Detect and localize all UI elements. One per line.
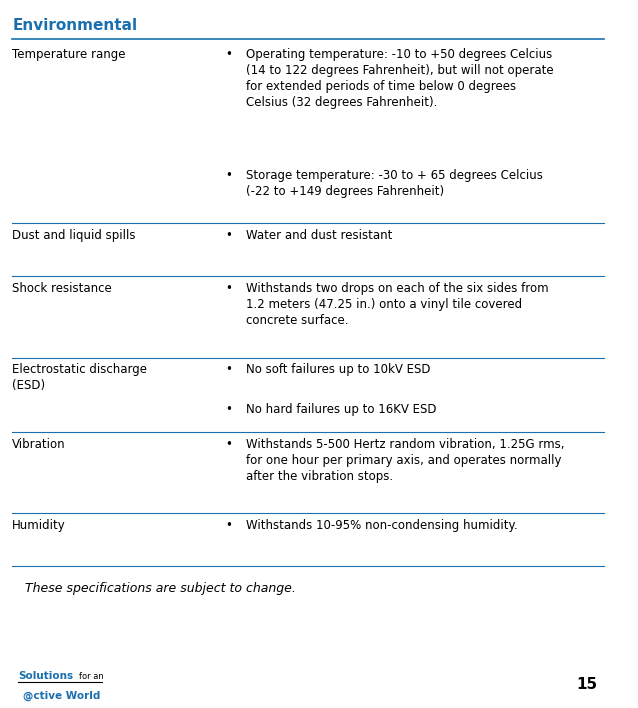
Text: Storage temperature: -30 to + 65 degrees Celcius
(-22 to +149 degrees Fahrenheit: Storage temperature: -30 to + 65 degrees… bbox=[246, 169, 544, 198]
Text: No soft failures up to 10kV ESD: No soft failures up to 10kV ESD bbox=[246, 363, 431, 376]
Text: Solutions: Solutions bbox=[19, 671, 73, 681]
Text: Water and dust resistant: Water and dust resistant bbox=[246, 229, 393, 241]
Text: •: • bbox=[225, 169, 232, 181]
Text: 15: 15 bbox=[577, 678, 598, 692]
Text: Withstands 10-95% non-condensing humidity.: Withstands 10-95% non-condensing humidit… bbox=[246, 519, 518, 532]
Text: •: • bbox=[225, 282, 232, 295]
Text: Temperature range: Temperature range bbox=[12, 48, 126, 61]
Text: •: • bbox=[225, 519, 232, 532]
Text: Withstands two drops on each of the six sides from
1.2 meters (47.25 in.) onto a: Withstands two drops on each of the six … bbox=[246, 282, 549, 327]
Text: •: • bbox=[225, 403, 232, 416]
Text: Dust and liquid spills: Dust and liquid spills bbox=[12, 229, 136, 241]
Text: Vibration: Vibration bbox=[12, 438, 66, 450]
Text: •: • bbox=[225, 363, 232, 376]
Text: for an: for an bbox=[79, 672, 103, 681]
Text: Environmental: Environmental bbox=[12, 18, 137, 33]
Text: @ctive World: @ctive World bbox=[24, 691, 101, 701]
Text: Humidity: Humidity bbox=[12, 519, 66, 532]
Text: •: • bbox=[225, 229, 232, 241]
Text: These specifications are subject to change.: These specifications are subject to chan… bbox=[25, 582, 295, 595]
Text: Shock resistance: Shock resistance bbox=[12, 282, 112, 295]
Text: Electrostatic discharge
(ESD): Electrostatic discharge (ESD) bbox=[12, 363, 147, 392]
Text: Withstands 5-500 Hertz random vibration, 1.25G rms,
for one hour per primary axi: Withstands 5-500 Hertz random vibration,… bbox=[246, 438, 565, 483]
Text: •: • bbox=[225, 48, 232, 61]
Text: •: • bbox=[225, 438, 232, 450]
Text: No hard failures up to 16KV ESD: No hard failures up to 16KV ESD bbox=[246, 403, 437, 416]
Text: Operating temperature: -10 to +50 degrees Celcius
(14 to 122 degrees Fahrenheit): Operating temperature: -10 to +50 degree… bbox=[246, 48, 554, 109]
